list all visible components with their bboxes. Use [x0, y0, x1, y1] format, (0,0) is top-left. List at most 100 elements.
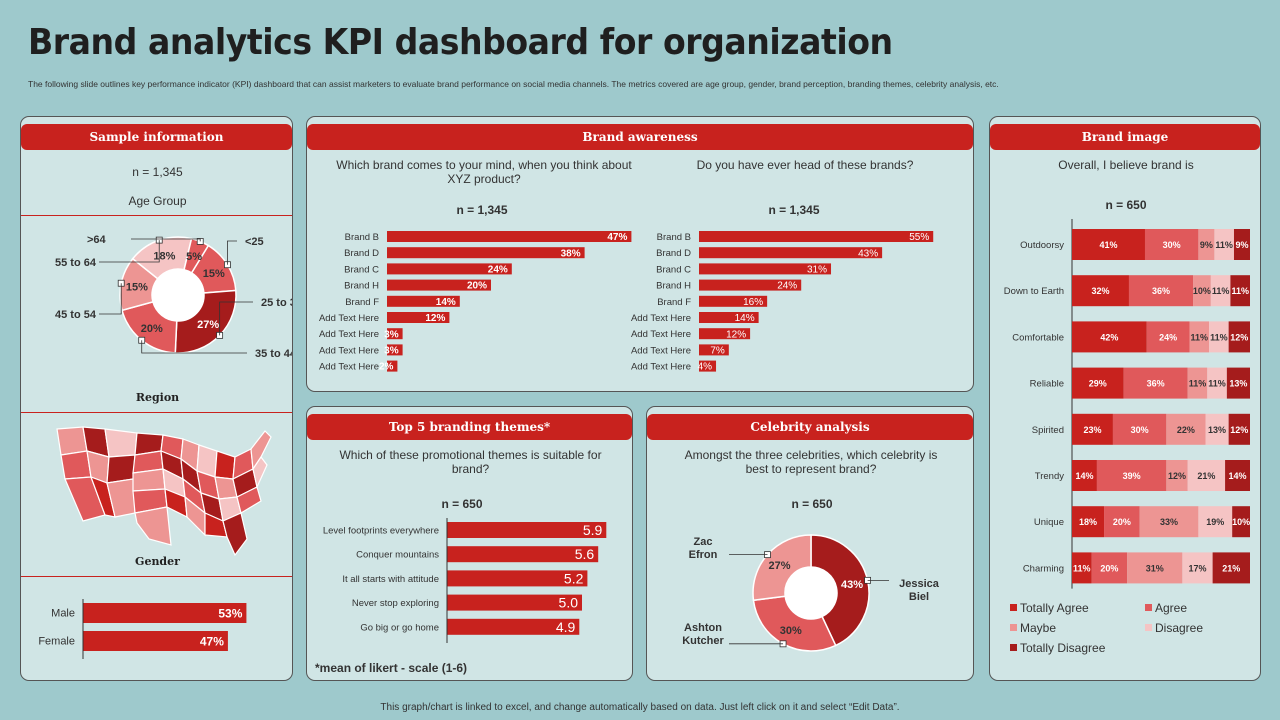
stacked-bar-label: 13%	[1208, 425, 1226, 435]
bar-category-label: Down to Earth	[1004, 286, 1064, 297]
bar-category-label: Brand F	[657, 297, 691, 308]
bar-category-label: Spirited	[1032, 425, 1064, 436]
pie-category-label: >64	[87, 234, 107, 246]
stacked-bar-segment	[1207, 367, 1227, 399]
stacked-bar-label: 23%	[1083, 425, 1101, 435]
bar-category-label: Reliable	[1030, 379, 1064, 390]
stacked-bar-label: 12%	[1168, 471, 1186, 481]
bar-value-label: 14%	[735, 313, 755, 324]
bar-category-label: Go big or go home	[360, 622, 439, 633]
pie-percent-label: 27%	[768, 560, 790, 572]
stacked-bar-segment	[1182, 552, 1213, 584]
bar-value-label: 12%	[726, 329, 746, 340]
bar-value-label: 2%	[379, 362, 394, 373]
stacked-bar-label: 31%	[1146, 563, 1164, 573]
stacked-bar-segment	[1072, 321, 1147, 353]
stacked-bar-label: 9%	[1235, 240, 1248, 250]
legend-label: Disagree	[1155, 621, 1203, 635]
bar-category-label: Unique	[1034, 517, 1064, 528]
branding-themes-panel: Top 5 branding themes* Which of these pr…	[306, 406, 633, 681]
stacked-bar-label: 11%	[1208, 379, 1226, 389]
brand-image-n-label: n = 650	[1105, 198, 1147, 212]
bar-value-label: 24%	[777, 281, 797, 292]
bar-mark	[387, 263, 512, 275]
age-group-chart: 15% 27% 20% 15% 18% 5% <25 25 to 34 35 to 44 45 t…	[55, 234, 293, 360]
bar-mark	[699, 360, 717, 372]
bar-mark	[83, 603, 247, 623]
bar-category-label: Comfortable	[1012, 332, 1064, 343]
legend-label: Totally Disagree	[1020, 641, 1106, 655]
stacked-bar-label: 12%	[1230, 425, 1248, 435]
pie-percent-label: 15%	[203, 268, 225, 280]
bar-mark	[387, 312, 450, 323]
bar-value-label: 38%	[561, 248, 581, 259]
stacked-bar-label: 22%	[1177, 425, 1195, 435]
bar-value-label: 43%	[858, 248, 878, 259]
pie-percent-label: 18%	[153, 250, 175, 262]
bar-value-label: 24%	[488, 264, 508, 275]
pie-leader-line	[141, 340, 247, 354]
stacked-bar-label: 13%	[1229, 379, 1247, 389]
stacked-bar-segment	[1214, 229, 1234, 260]
donut-hole	[785, 567, 837, 619]
stacked-bar-segment	[1228, 413, 1250, 445]
stacked-bar-label: 18%	[1079, 517, 1097, 527]
stacked-bar-label: 33%	[1160, 517, 1178, 527]
donut-hole	[152, 269, 204, 321]
legend-label: Agree	[1155, 601, 1187, 615]
pie-category-label: 55 to 64	[55, 257, 97, 269]
bar-mark	[699, 328, 751, 340]
pie-slice	[810, 534, 870, 647]
celebrity-chart: 43% 30% 27% Jessica Biel Ashton Kutcher Zac Efro…	[682, 534, 940, 652]
pie-category-label: Ashton Kutcher	[682, 622, 724, 647]
bar-category-label: Brand B	[345, 232, 379, 243]
stacked-bar-segment	[1209, 321, 1229, 353]
pie-percent-label: 43%	[841, 579, 863, 591]
bar-value-label: 16%	[743, 297, 763, 308]
sample-information-header: Sample information	[21, 124, 292, 150]
stacked-bar-segment	[1210, 275, 1231, 307]
themes-n-label: n = 650	[441, 497, 483, 511]
pie-leader-line	[131, 238, 201, 242]
stacked-bar-segment	[1072, 367, 1124, 399]
pie-category-label: 25 to 34	[261, 297, 293, 309]
themes-question: Which of these promotional themes is sui…	[339, 448, 602, 476]
bar-mark	[83, 631, 228, 651]
pie-category-label: 35 to 44	[255, 348, 293, 360]
stacked-bar-label: 20%	[1113, 517, 1131, 527]
pie-leader-line	[227, 240, 237, 265]
bar-category-label: Brand B	[657, 232, 691, 243]
stacked-bar-segment	[1187, 367, 1208, 399]
legend-swatch	[1145, 624, 1152, 631]
celebrity-header: Celebrity analysis	[647, 414, 973, 440]
stacked-bar-segment	[1193, 275, 1211, 307]
bar-category-label: Add Text Here	[319, 362, 379, 373]
stacked-bar-label: 10%	[1193, 286, 1211, 296]
stacked-bar-segment	[1205, 413, 1229, 445]
stacked-bar-segment	[1166, 413, 1206, 445]
bar-mark	[387, 344, 403, 356]
pie-leader-line	[219, 301, 253, 336]
stacked-bar-label: 10%	[1232, 517, 1250, 527]
bar-category-label: Add Text Here	[631, 329, 691, 340]
region-separator	[21, 412, 292, 413]
bar-category-label: Add Text Here	[631, 313, 691, 324]
stacked-bar-label: 29%	[1089, 379, 1107, 389]
stacked-bar-segment	[1225, 460, 1250, 491]
bar-mark	[447, 618, 580, 635]
stacked-bar-segment	[1072, 413, 1113, 445]
bar-category-label: Conquer mountains	[356, 550, 439, 561]
bar-mark	[387, 295, 460, 307]
pie-percent-label: 5%	[186, 251, 202, 263]
bar-value-label: 5.6	[575, 546, 595, 562]
bar-mark	[699, 344, 729, 356]
brand-awareness-panel: Brand awareness Which brand comes to you…	[306, 116, 974, 392]
branding-themes-chart: Level footprints everywhere 5.9 Conquer mo…	[323, 518, 607, 643]
bar-value-label: 5.0	[559, 595, 579, 611]
bar-mark	[699, 263, 832, 275]
bar-category-label: Never stop exploring	[352, 598, 439, 609]
celebrity-panel: Celebrity analysis Amongst the three cel…	[646, 406, 974, 681]
bar-mark	[387, 231, 632, 242]
bar-value-label: 5.2	[564, 570, 584, 586]
bar-category-label: Add Text Here	[631, 345, 691, 356]
